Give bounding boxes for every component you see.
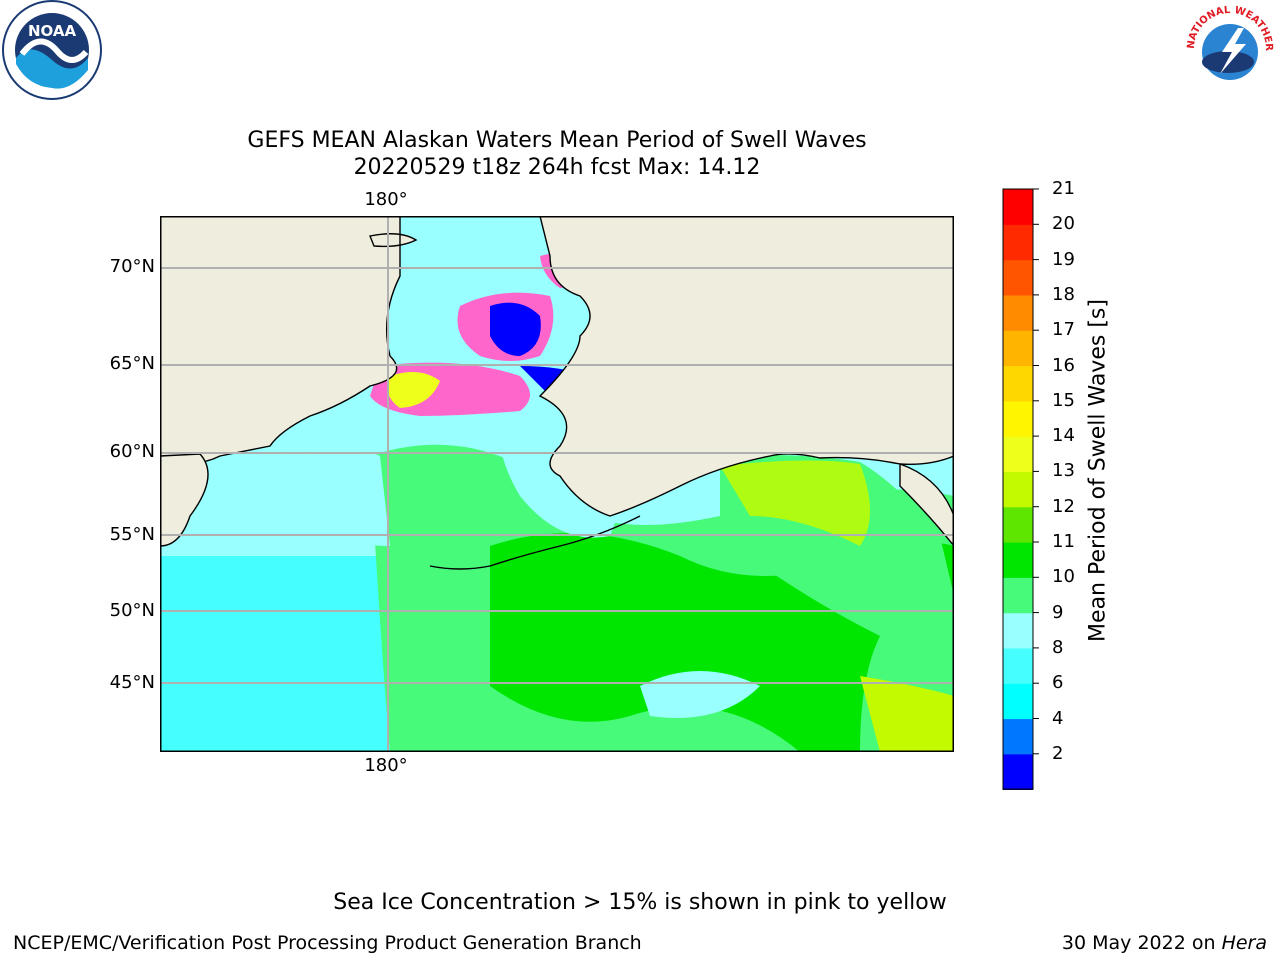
date-text: 30 May 2022 on [1061, 932, 1222, 954]
colorbar-segment [1003, 542, 1033, 578]
colorbar-segment [1003, 612, 1033, 649]
map-frame [160, 216, 954, 752]
credit-line: NCEP/EMC/Verification Post Processing Pr… [13, 932, 642, 954]
colorbar-segment [1003, 400, 1033, 437]
lon-label-bottom: 180° [364, 755, 408, 776]
colorbar-segment [1003, 189, 1033, 225]
colorbar-tick-label: 14 [1052, 425, 1075, 447]
colorbar-tick-label: 19 [1052, 248, 1075, 270]
colorbar-segment [1003, 224, 1033, 261]
lat-label: 50°N [109, 600, 155, 621]
colorbar-tick-label: 18 [1052, 283, 1075, 305]
colorbar-segment [1003, 647, 1033, 684]
host-name: Hera [1221, 932, 1267, 954]
lat-label: 55°N [109, 524, 155, 545]
graticule [160, 216, 954, 752]
swell-period-field [160, 389, 954, 752]
nws-logo: NATIONAL WEATHER SERVICE [1180, 0, 1276, 95]
colorbar-segment [1003, 330, 1033, 367]
colorbar-segment [1003, 259, 1033, 296]
colorbar-ticks: 21 20 19 18 17 16 15 14 13 12 11 10 9 8 6 4 2 [1052, 0, 1092, 960]
date-line: 30 May 2022 on Hera [1062, 932, 1267, 954]
colorbar-tick-label: 2 [1052, 742, 1064, 764]
plot-title: GEFS MEAN Alaskan Waters Mean Period of … [247, 128, 867, 153]
map-panel [160, 216, 954, 752]
colorbar-tick-label: 13 [1052, 460, 1075, 482]
plot-subtitle: 20220529 t18z 264h fcst Max: 14.12 [353, 155, 761, 180]
colorbar-label: Mean Period of Swell Waves [s] [1085, 299, 1111, 642]
colorbar-segment [1003, 294, 1033, 331]
lat-label: 70°N [109, 256, 155, 277]
colorbar-tick-label: 9 [1052, 601, 1064, 623]
colorbar-tick-label: 16 [1052, 354, 1075, 376]
colorbar-tick-label: 20 [1052, 213, 1075, 235]
colorbar-tick-label: 15 [1052, 389, 1075, 411]
lat-label: 60°N [109, 441, 155, 462]
colorbar-tick-label: 12 [1052, 495, 1075, 517]
colorbar-segment [1003, 577, 1033, 614]
lon-label-top: 180° [364, 189, 408, 210]
lat-label: 45°N [109, 672, 155, 693]
colorbar-segment [1003, 436, 1033, 472]
colorbar-segment [1003, 718, 1033, 755]
sea-ice-note: Sea Ice Concentration > 15% is shown in … [333, 890, 947, 915]
colorbar-segment [1003, 506, 1033, 543]
noaa-logo-text: NOAA [28, 22, 77, 40]
colorbar-tick-label: 11 [1052, 531, 1075, 552]
colorbar-tick-label: 6 [1052, 672, 1064, 694]
colorbar-tick-label: 10 [1052, 566, 1075, 588]
colorbar-segment [1003, 753, 1033, 790]
colorbar-tick-label: 17 [1052, 319, 1075, 341]
lat-label: 65°N [109, 353, 155, 374]
colorbar-frame [1002, 188, 1034, 790]
colorbar-segment [1003, 683, 1033, 720]
colorbar [1002, 188, 1039, 790]
colorbar-segment [1003, 471, 1033, 508]
colorbar-tick-label: 8 [1052, 636, 1064, 658]
colorbar-tick-label: 4 [1052, 707, 1064, 729]
noaa-logo: NOAA [2, 0, 102, 100]
colorbar-tick-label: 21 [1052, 178, 1075, 199]
colorbar-segment [1003, 365, 1033, 402]
